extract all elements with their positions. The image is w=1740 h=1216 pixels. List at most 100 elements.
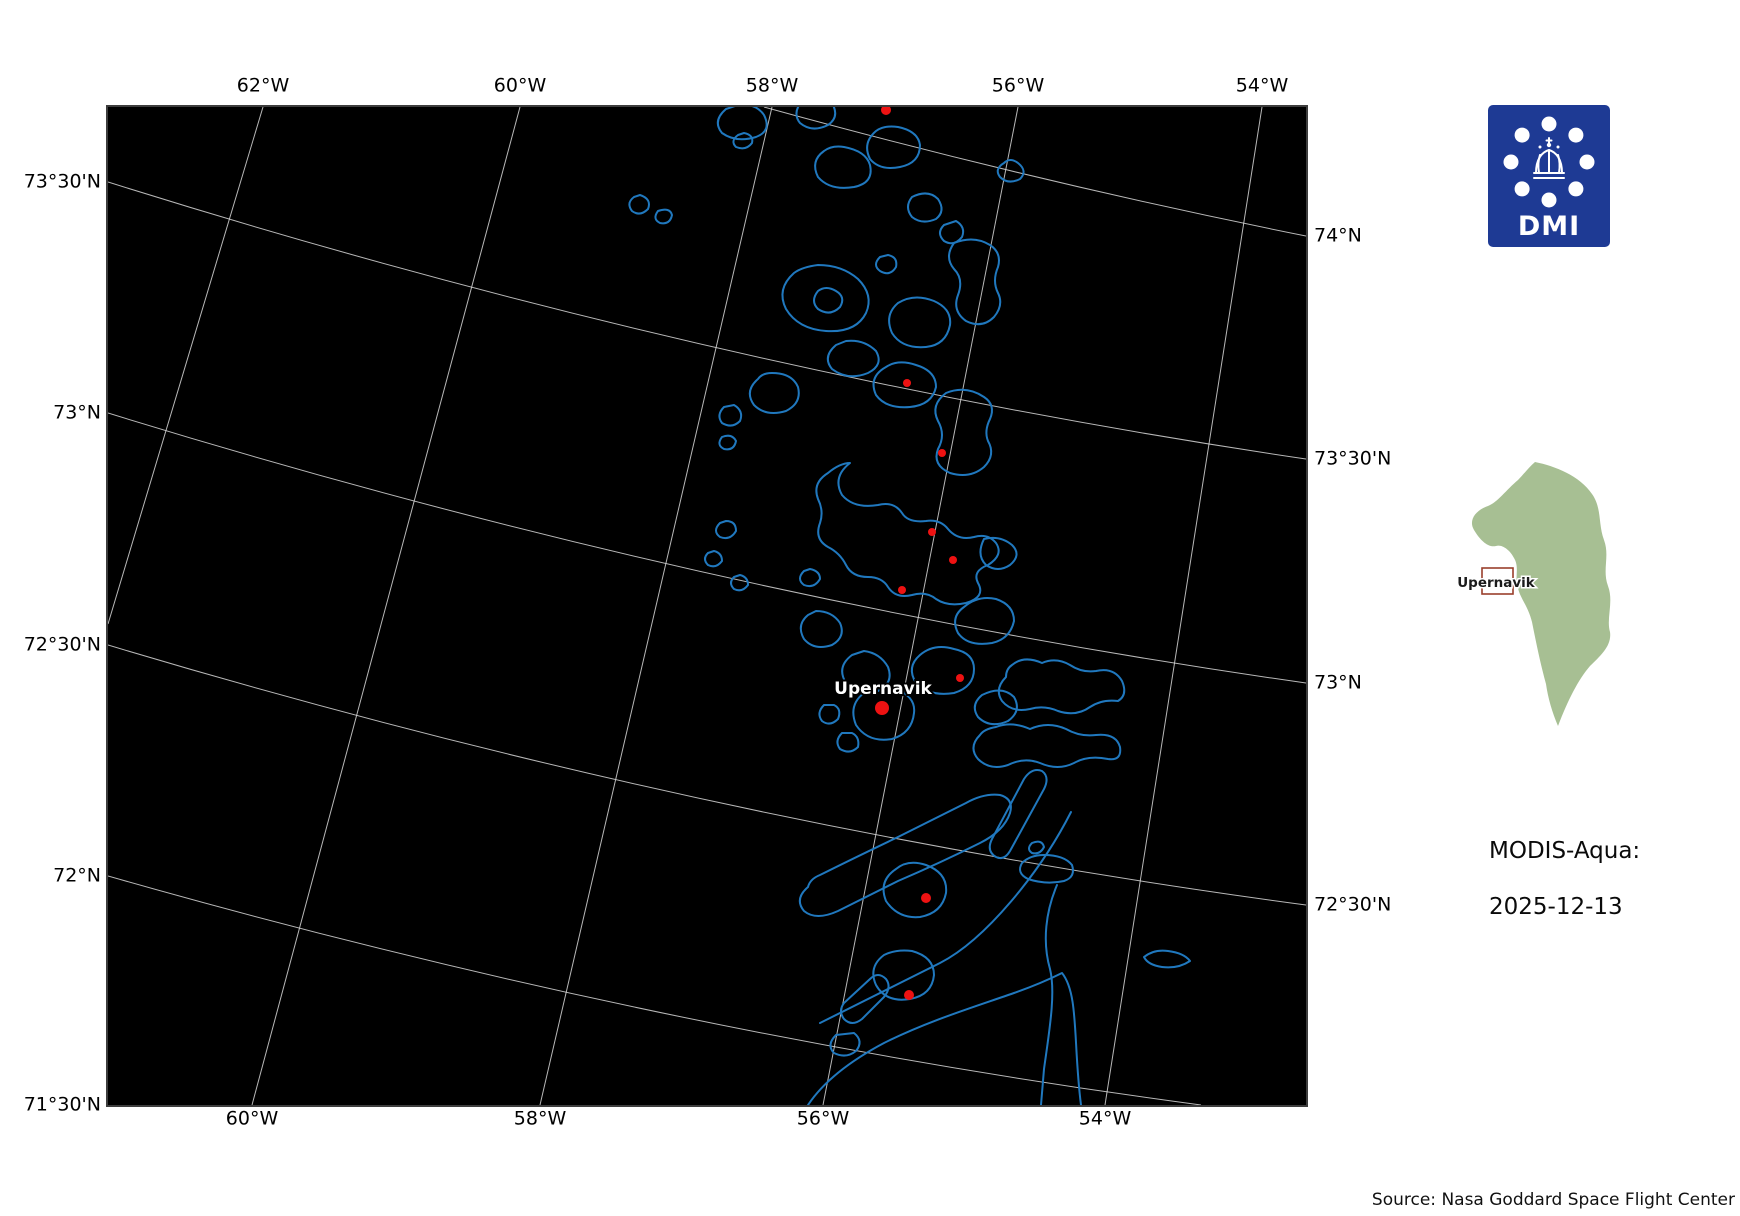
settlement-dot — [938, 449, 946, 457]
dmi-logo: DMI — [1488, 105, 1610, 247]
coastline-path — [815, 462, 1000, 606]
dmi-logo-label: DMI — [1518, 211, 1580, 242]
coastline-path — [732, 132, 754, 150]
settlement-dot — [898, 586, 906, 594]
settlement-dot — [949, 556, 957, 564]
settlement-dot — [921, 893, 931, 903]
parallel-line — [763, 107, 1306, 237]
parallel-line — [108, 644, 1306, 906]
axis-tick-right: 73°30'N — [1314, 447, 1392, 470]
axis-tick-bottom: 58°W — [513, 1107, 567, 1130]
coastline-path — [1143, 949, 1191, 969]
graticule-grid — [108, 107, 1306, 1105]
coastline-path — [718, 434, 737, 451]
map-panel: Upernavik — [106, 105, 1308, 1107]
coastline-path — [826, 339, 880, 378]
product-info: MODIS-Aqua: 2025-12-13 — [1489, 838, 1640, 920]
logo-dot-ring — [1503, 116, 1595, 208]
coastline-path — [997, 658, 1126, 715]
parallel-line — [108, 412, 1306, 684]
meridian-line — [108, 107, 264, 625]
coastline-path — [836, 732, 860, 753]
coastline-path — [718, 404, 743, 427]
parallel-line — [108, 875, 1202, 1105]
inset-place-label: Upernavik — [1457, 575, 1536, 591]
coastline-path — [872, 361, 937, 409]
meridian-line — [1104, 107, 1263, 1105]
coastline-path — [1040, 884, 1058, 1105]
greenland-silhouette — [1471, 462, 1611, 726]
coastline-path — [939, 220, 965, 245]
coastline-path — [654, 208, 673, 225]
axis-tick-left: 72°N — [53, 864, 101, 887]
coastline-path — [954, 597, 1015, 645]
coastline-path — [875, 254, 898, 275]
map-canvas: Upernavik — [108, 107, 1306, 1105]
settlement-dot — [904, 990, 914, 1000]
meridian-line — [822, 107, 1019, 1105]
coastline-path — [798, 793, 1012, 917]
coastline-path — [795, 107, 837, 130]
coastline-path — [979, 536, 1018, 570]
axis-tick-top: 60°W — [493, 74, 547, 97]
axis-tick-top: 58°W — [745, 74, 799, 97]
coastline-path — [934, 388, 993, 476]
axis-tick-left: 73°N — [53, 401, 101, 424]
coastline-path — [1028, 840, 1045, 855]
settlement-dot — [928, 528, 936, 536]
axis-tick-left: 73°30'N — [23, 170, 101, 193]
axis-tick-top: 54°W — [1235, 74, 1289, 97]
axis-tick-left: 72°30'N — [23, 633, 101, 656]
axis-tick-bottom: 54°W — [1078, 1107, 1132, 1130]
coastline-path — [716, 107, 768, 141]
region-locator-box — [1481, 567, 1514, 595]
axis-tick-top: 62°W — [236, 74, 290, 97]
axis-tick-right: 73°N — [1314, 671, 1362, 694]
coastline-path — [910, 646, 975, 695]
coastline-path — [818, 704, 841, 725]
coastline-path — [799, 568, 821, 588]
coastline-path — [799, 610, 843, 648]
product-name: MODIS-Aqua: — [1489, 838, 1641, 864]
greenland-inset-map: Upernavik — [1456, 462, 1611, 726]
coastline-path — [814, 145, 872, 189]
coastline-path — [841, 650, 891, 694]
coastline-path — [973, 689, 1018, 726]
coastline-path — [781, 264, 870, 333]
coastline-path — [872, 949, 935, 1001]
coastline-path — [996, 159, 1025, 183]
coastline — [628, 107, 1191, 1105]
coastline-path — [1019, 854, 1074, 884]
crown-icon — [1533, 137, 1565, 179]
coastline-path — [852, 685, 916, 741]
dmi-logo-graphic: DMI — [1503, 116, 1595, 242]
coastline-path — [907, 192, 943, 223]
meridian-line — [539, 107, 773, 1105]
coastline-path — [948, 238, 1002, 326]
axis-tick-left: 71°30'N — [23, 1093, 101, 1116]
settlement-dot — [903, 379, 911, 387]
settlement-dot — [956, 674, 964, 682]
coastline-path — [704, 550, 723, 568]
axis-tick-right: 72°30'N — [1314, 893, 1392, 916]
coastline-path — [715, 520, 737, 540]
parallel-line — [108, 181, 1306, 460]
source-credit: Source: Nasa Goddard Space Flight Center — [1371, 1190, 1735, 1210]
coastline-path — [807, 972, 1082, 1105]
axis-tick-bottom: 56°W — [796, 1107, 850, 1130]
coastline-path — [819, 811, 1072, 1024]
coastline-path — [730, 574, 749, 592]
coastline-path — [813, 287, 844, 314]
axis-tick-bottom: 60°W — [225, 1107, 279, 1130]
settlement-dot — [881, 107, 891, 115]
coastline-path — [988, 769, 1048, 860]
meridian-line — [251, 107, 521, 1105]
coastline-path — [882, 861, 948, 919]
coastline-path — [748, 372, 800, 414]
settlement-markers — [875, 107, 964, 1000]
map-place-label-upernavik: Upernavik — [834, 679, 932, 699]
axis-tick-right: 74°N — [1314, 224, 1362, 247]
product-date: 2025-12-13 — [1489, 894, 1623, 920]
coastline-path — [829, 1032, 861, 1057]
